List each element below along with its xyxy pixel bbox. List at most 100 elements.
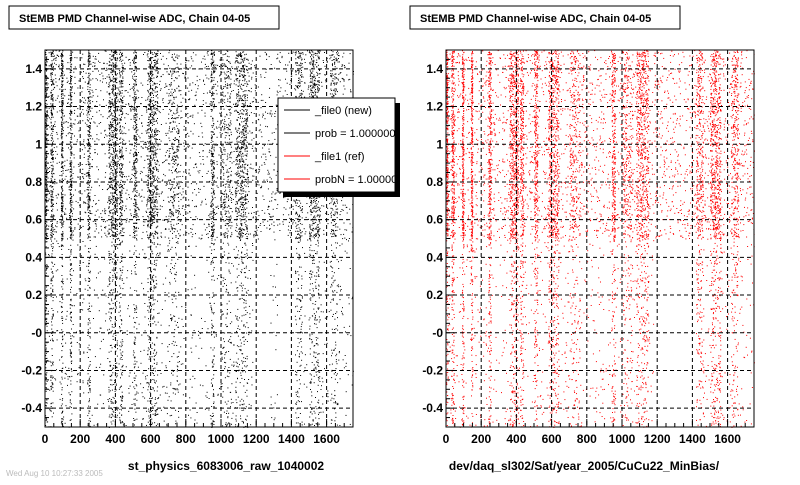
left-data-point [331, 229, 332, 230]
left-data-point [46, 171, 47, 172]
left-data-point [89, 109, 90, 110]
left-data-point [136, 146, 137, 147]
left-data-point [73, 240, 74, 241]
left-data-point [116, 417, 117, 418]
left-data-point [52, 355, 53, 356]
left-data-point [53, 141, 54, 142]
left-data-point [110, 366, 111, 367]
left-data-point [188, 117, 189, 118]
left-data-point [71, 222, 72, 223]
left-data-point [190, 379, 191, 380]
left-data-point [307, 240, 308, 241]
left-data-point [70, 215, 71, 216]
left-data-point [242, 52, 243, 53]
left-data-point [116, 190, 117, 191]
left-data-point [210, 217, 211, 218]
left-data-point [114, 212, 115, 213]
left-data-point [132, 382, 133, 383]
left-data-point [274, 232, 275, 233]
left-data-point [337, 243, 338, 244]
left-data-point [134, 237, 135, 238]
left-data-point [112, 74, 113, 75]
left-data-point [174, 72, 175, 73]
left-data-point [252, 245, 253, 246]
left-data-point [235, 62, 236, 63]
left-data-point [71, 403, 72, 404]
left-data-point [121, 108, 122, 109]
left-data-point [62, 198, 63, 199]
left-data-point [144, 253, 145, 254]
left-data-point [55, 379, 56, 380]
left-data-point [283, 224, 284, 225]
left-data-point [247, 278, 248, 279]
left-data-point [70, 355, 71, 356]
left-data-point [46, 300, 47, 301]
left-data-point [229, 191, 230, 192]
left-data-point [61, 84, 62, 85]
left-data-point [46, 235, 47, 236]
left-data-point [112, 173, 113, 174]
left-data-point [324, 368, 325, 369]
left-data-point [343, 210, 344, 211]
left-data-point [208, 272, 209, 273]
left-data-point [109, 138, 110, 139]
left-data-point [119, 208, 120, 209]
left-data-point [89, 101, 90, 102]
left-data-point [71, 227, 72, 228]
left-data-point [134, 409, 135, 410]
left-data-point [51, 178, 52, 179]
left-data-point [70, 81, 71, 82]
left-data-point [61, 422, 62, 423]
left-data-point [180, 214, 181, 215]
left-data-point [90, 271, 91, 272]
left-data-point [90, 87, 91, 88]
left-data-point [168, 197, 169, 198]
left-data-point [61, 93, 62, 94]
left-data-point [327, 62, 328, 63]
left-data-point [121, 101, 122, 102]
left-data-point [112, 372, 113, 373]
left-data-point [120, 223, 121, 224]
left-data-point [152, 143, 153, 144]
left-data-point [124, 63, 125, 64]
left-data-point [90, 421, 91, 422]
left-data-point [62, 398, 63, 399]
left-data-point [194, 189, 195, 190]
left-data-point [244, 341, 245, 342]
left-data-point [188, 187, 189, 188]
left-data-point [135, 228, 136, 229]
left-data-point [119, 164, 120, 165]
left-data-point [108, 124, 109, 125]
left-data-point [274, 276, 275, 277]
left-data-point [65, 367, 66, 368]
left-data-point [114, 346, 115, 347]
left-data-point [248, 234, 249, 235]
left-data-point [61, 122, 62, 123]
left-data-point [53, 154, 54, 155]
left-data-point [113, 420, 114, 421]
left-data-point [234, 151, 235, 152]
left-data-point [62, 51, 63, 52]
left-data-point [126, 366, 127, 367]
left-data-point [46, 237, 47, 238]
left-data-point [113, 198, 114, 199]
left-data-point [158, 255, 159, 256]
left-data-point [102, 82, 103, 83]
left-data-point [89, 306, 90, 307]
left-data-point [49, 167, 50, 168]
left-data-point [53, 159, 54, 160]
left-data-point [61, 56, 62, 57]
left-data-point [223, 162, 224, 163]
left-data-point [90, 240, 91, 241]
left-data-point [243, 133, 244, 134]
left-data-point [51, 154, 52, 155]
left-data-point [119, 70, 120, 71]
left-data-point [62, 299, 63, 300]
left-data-point [110, 126, 111, 127]
left-data-point [51, 406, 52, 407]
left-data-point [62, 294, 63, 295]
left-data-point [202, 176, 203, 177]
left-data-point [67, 160, 68, 161]
left-data-point [54, 264, 55, 265]
left-data-point [225, 187, 226, 188]
